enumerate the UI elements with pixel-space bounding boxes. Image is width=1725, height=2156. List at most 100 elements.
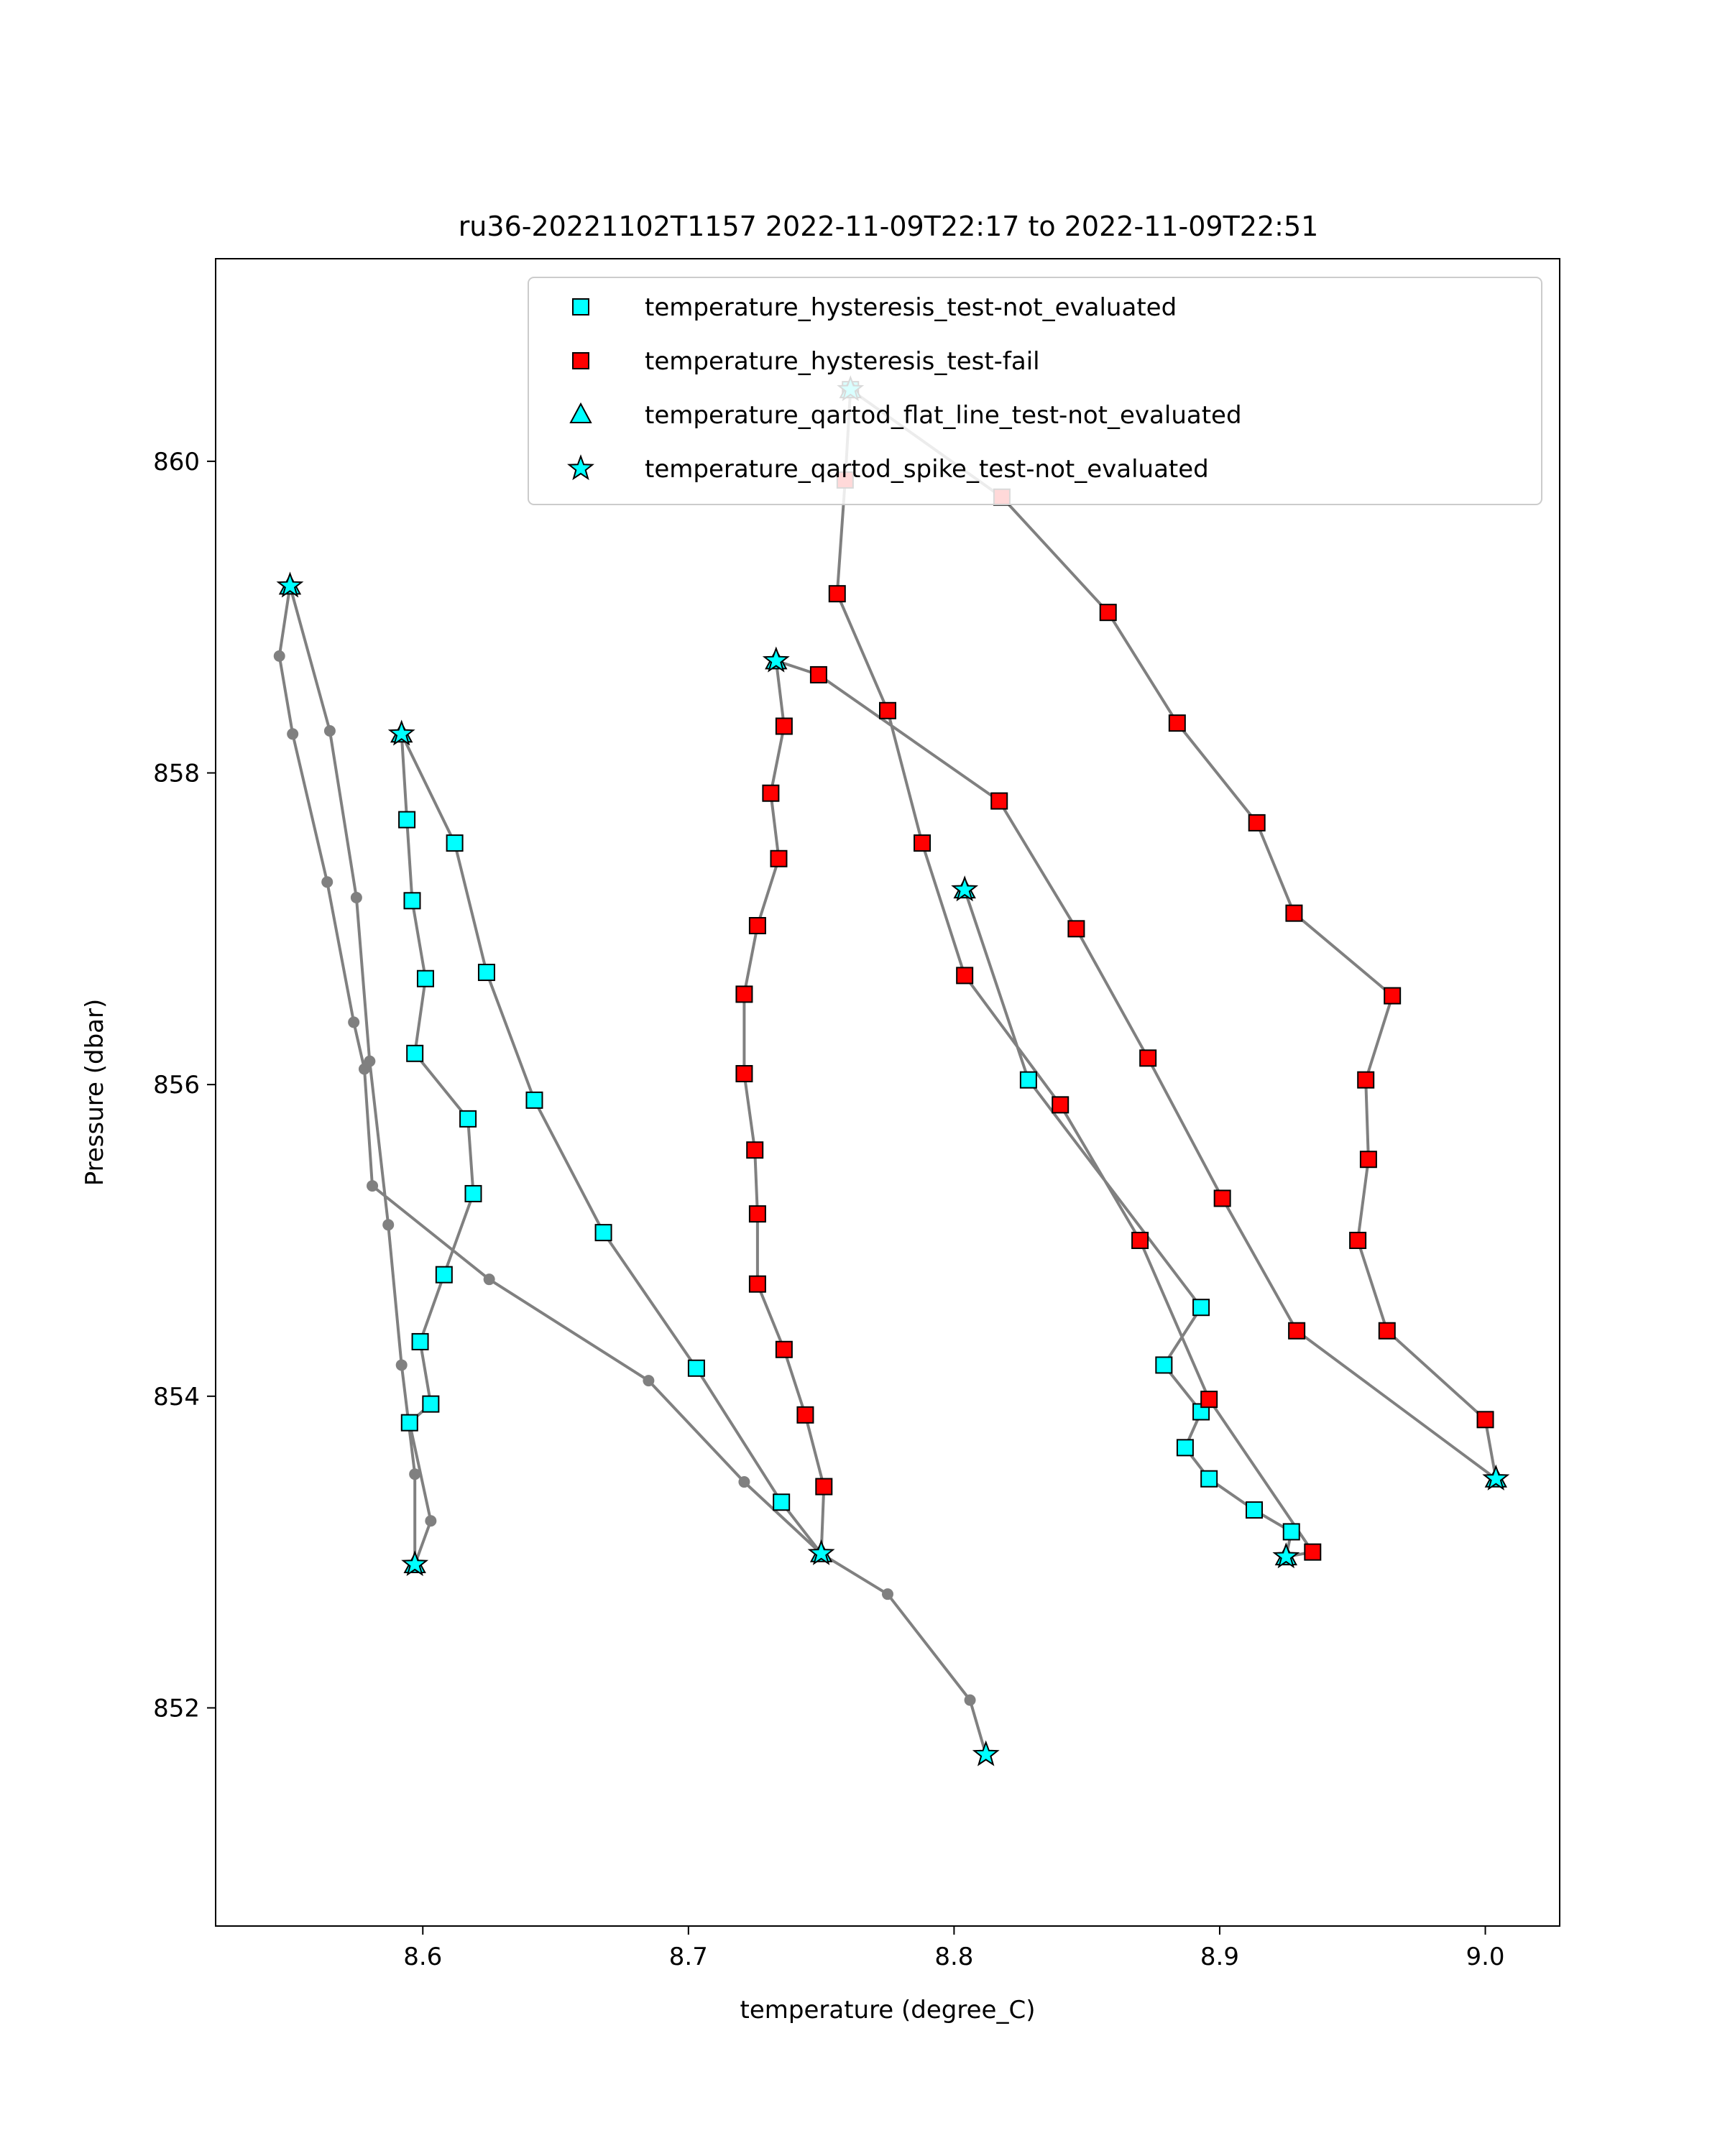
data-point-square: [815, 1478, 833, 1496]
profile-point: [273, 650, 285, 662]
data-point-star: [401, 1550, 429, 1577]
data-point-square: [1246, 1501, 1263, 1519]
data-point-square: [748, 1275, 766, 1293]
data-point-square: [459, 1110, 477, 1128]
data-point-square: [735, 1064, 753, 1082]
data-point-square: [1359, 1151, 1377, 1169]
x-tick-label: 8.8: [934, 1943, 973, 1971]
legend-label: temperature_hysteresis_test-not_evaluate…: [645, 293, 1177, 322]
data-point-square: [1139, 1049, 1157, 1067]
data-point-square: [1248, 814, 1266, 831]
data-point-square: [687, 1359, 705, 1377]
data-point-square: [1285, 904, 1303, 922]
legend: temperature_hysteresis_test-not_evaluate…: [528, 277, 1542, 505]
series-square-not-evaluated: [398, 381, 1300, 1541]
axis-layer: 8.6 8.7 8.8 8.9 9.0 852 854 856 858 860: [153, 448, 1504, 1971]
data-point-square: [1067, 920, 1085, 938]
legend-box: [528, 277, 1542, 505]
data-point-square: [411, 1332, 429, 1350]
data-point-square: [464, 1184, 482, 1202]
profile-point: [738, 1476, 750, 1488]
x-tick-label: 8.7: [669, 1943, 708, 1971]
chart-title: ru36-20221102T1157 2022-11-09T22:17 to 2…: [459, 211, 1319, 242]
data-point-square: [1213, 1189, 1231, 1207]
data-point-star: [1482, 1464, 1510, 1491]
y-tick-label: 860: [153, 448, 200, 476]
data-point-star: [807, 1539, 835, 1565]
x-tick-label: 8.6: [403, 1943, 442, 1971]
data-point-square: [990, 792, 1008, 810]
x-tick-label: 9.0: [1466, 1943, 1504, 1971]
data-point-square: [400, 1414, 418, 1432]
x-tick-label: 8.9: [1200, 1943, 1239, 1971]
data-point-square: [748, 1205, 766, 1223]
data-point-square: [746, 1141, 764, 1159]
data-point-square: [1282, 1523, 1300, 1541]
legend-label: temperature_qartod_flat_line_test-not_ev…: [645, 401, 1242, 430]
data-point-square: [1131, 1231, 1149, 1249]
data-point-square: [1200, 1391, 1218, 1409]
data-point-square: [1288, 1322, 1306, 1340]
y-tick-label: 858: [153, 760, 200, 788]
x-axis-label: temperature (degree_C): [740, 1996, 1036, 2024]
data-point-square: [525, 1091, 543, 1109]
profile-point: [425, 1515, 437, 1527]
data-point-star: [762, 646, 790, 673]
data-point-square: [477, 964, 495, 982]
profile-point: [287, 728, 299, 740]
data-point-square: [1384, 987, 1402, 1005]
data-point-square: [1304, 1543, 1322, 1561]
data-point-square: [1052, 1096, 1070, 1114]
profile-point: [367, 1180, 379, 1192]
plot-frame: [215, 258, 1560, 1927]
profile-point: [964, 1694, 976, 1706]
data-point-square: [398, 811, 416, 829]
data-point-square: [1357, 1071, 1375, 1089]
profile-point: [643, 1375, 655, 1387]
data-point-square: [775, 717, 793, 735]
data-point-square: [1349, 1231, 1367, 1249]
data-point-square: [828, 585, 846, 603]
data-point-square: [406, 1044, 424, 1062]
data-point-square: [748, 917, 766, 934]
legend-label: temperature_hysteresis_test-fail: [645, 347, 1040, 376]
data-point-square: [762, 784, 780, 802]
data-point-square: [1200, 1470, 1218, 1488]
data-point-square: [809, 665, 827, 683]
legend-label: temperature_qartod_spike_test-not_evalua…: [645, 455, 1209, 484]
profile-point: [882, 1588, 893, 1600]
data-point-square: [1476, 1411, 1494, 1429]
y-tick-label: 856: [153, 1071, 200, 1100]
data-point-square: [1099, 604, 1117, 622]
data-point-square: [422, 1395, 440, 1413]
data-point-star: [1272, 1542, 1300, 1569]
data-point-square: [1168, 714, 1186, 732]
data-point-square: [914, 834, 932, 852]
data-point-square: [735, 985, 753, 1003]
profile-point: [321, 876, 334, 888]
profile-point: [350, 891, 362, 903]
data-point-square: [775, 1340, 793, 1358]
data-point-star: [951, 875, 979, 902]
plot-area: [216, 259, 1560, 1926]
data-point-square: [770, 849, 788, 867]
legend-marker-star: [567, 454, 594, 481]
data-point-square: [773, 1493, 791, 1511]
y-tick-label: 852: [153, 1694, 200, 1723]
y-tick-label: 854: [153, 1383, 200, 1411]
data-point-square: [1378, 1322, 1396, 1340]
data-point-star: [972, 1740, 1000, 1766]
profile-point: [395, 1359, 408, 1371]
data-point-square: [435, 1266, 453, 1284]
data-point-square: [446, 834, 464, 852]
data-point-square: [1192, 1299, 1210, 1317]
data-point-square: [1019, 1071, 1037, 1089]
data-point-square: [956, 967, 974, 985]
profile-point: [348, 1016, 360, 1028]
data-point-square: [594, 1224, 612, 1242]
profile-point: [409, 1468, 421, 1480]
legend-marker-triangle: [569, 402, 592, 423]
data-point-square: [403, 892, 421, 910]
data-point-square: [416, 969, 434, 987]
